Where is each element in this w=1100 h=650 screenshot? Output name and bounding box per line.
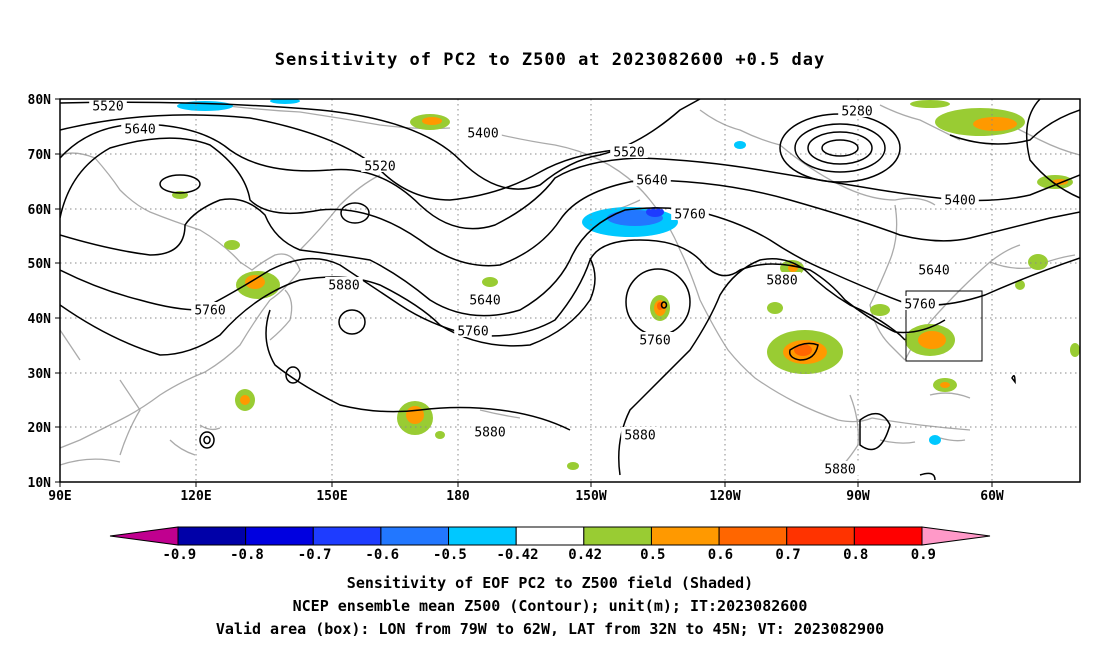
colorbar-label: -0.7	[298, 547, 332, 563]
contour-label: 5880	[474, 426, 505, 441]
contour-label-bg	[636, 332, 674, 346]
z500-contours	[60, 99, 1080, 481]
colorbar-label: -0.42	[496, 547, 538, 563]
colorbar-under-arrow	[109, 526, 179, 546]
lat-label: 40N	[28, 312, 52, 327]
colorbar-box	[786, 526, 855, 546]
colorbar-label: 0.7	[775, 547, 800, 563]
colorbar-label: 0.5	[640, 547, 665, 563]
colorbar: -0.9 -0.8 -0.7 -0.6 -0.5 -0.42 0.42 0.5 0.6 0.7 0.…	[109, 526, 991, 563]
contour-label-bg	[901, 296, 939, 310]
contour-label: 5760	[639, 334, 670, 349]
contour-label: 5640	[124, 123, 155, 138]
colorbar-box	[448, 526, 517, 546]
contour-label: 5400	[944, 194, 975, 209]
contour-label-bg	[633, 172, 671, 186]
contour-label-bg	[763, 272, 801, 286]
colorbar-label: -0.8	[230, 547, 264, 563]
lat-label: 30N	[28, 367, 52, 382]
contour-label: 5520	[92, 100, 123, 115]
contour-label: 5880	[624, 429, 655, 444]
contour-label: 5880	[824, 463, 855, 478]
lat-label: 10N	[28, 476, 52, 491]
longitude-labels: 90E 120E 150E 180 150W 120W 90W 60W	[48, 489, 1004, 504]
contour-label-bg	[191, 302, 229, 316]
plot-frame	[59, 98, 1081, 483]
contour-label: 5280	[841, 105, 872, 120]
lon-label: 60W	[980, 489, 1004, 504]
contour-label: 5760	[674, 208, 705, 223]
colorbar-label: 0.9	[911, 547, 936, 563]
colorbar-box	[177, 526, 247, 546]
coastlines	[60, 104, 1080, 473]
contour-label: 5880	[766, 274, 797, 289]
lat-label: 60N	[28, 203, 52, 218]
valid-area-box	[905, 290, 983, 362]
colorbar-label: -0.9	[162, 547, 196, 563]
contour-label: 5400	[467, 127, 498, 142]
contour-label: 5760	[194, 304, 225, 319]
map-title: Sensitivity of PC2 to Z500 at 2023082600…	[274, 50, 826, 70]
contour-label-bg	[610, 144, 648, 158]
contour-label-bg	[671, 206, 709, 220]
contour-label-bg	[121, 121, 159, 135]
contour-label-bg	[89, 99, 127, 112]
colorbar-box	[380, 526, 450, 546]
lat-label: 20N	[28, 421, 52, 436]
contour-label: 5880	[328, 279, 359, 294]
contour-label-bg	[454, 323, 492, 337]
contour-label: 5520	[613, 146, 644, 161]
contour-label-bg	[466, 292, 504, 306]
contour-label-bg	[325, 277, 363, 291]
caption-contour: NCEP ensemble mean Z500 (Contour); unit(…	[292, 597, 808, 615]
colorbar-over-arrow	[921, 526, 991, 546]
colorbar-label: 0.8	[843, 547, 868, 563]
contour-label-bg	[915, 262, 953, 276]
contour-label-bg	[471, 424, 509, 438]
colorbar-box	[583, 526, 652, 546]
lon-label: 90W	[846, 489, 870, 504]
contour-label-bg	[821, 461, 859, 475]
colorbar-box	[515, 526, 585, 546]
colorbar-box	[312, 526, 382, 546]
colorbar-label: 0.42	[568, 547, 602, 563]
contour-label-bg	[838, 103, 876, 117]
colorbar-label: -0.6	[365, 547, 399, 563]
colorbar-box	[853, 526, 923, 546]
contour-label: 5640	[469, 294, 500, 309]
lat-label: 50N	[28, 257, 52, 272]
lon-label: 150E	[316, 489, 347, 504]
caption-shaded: Sensitivity of EOF PC2 to Z500 field (Sh…	[346, 574, 754, 592]
axis-ticks	[55, 98, 993, 487]
lon-label: 120E	[180, 489, 211, 504]
contour-label-bg	[621, 427, 659, 441]
contour-label: 5640	[918, 264, 949, 279]
colorbar-label: 0.6	[708, 547, 733, 563]
lon-label: 90E	[48, 489, 71, 504]
colorbar-label: -0.5	[433, 547, 467, 563]
lon-label: 120W	[709, 489, 740, 504]
colorbar-box	[650, 526, 720, 546]
lat-label: 80N	[28, 93, 52, 108]
contour-label: 5760	[457, 325, 488, 340]
contour-label-bg	[464, 125, 502, 139]
contour-label: 5760	[904, 298, 935, 313]
contour-label: 5640	[636, 174, 667, 189]
colorbar-box	[245, 526, 314, 546]
contour-label: 5520	[364, 160, 395, 175]
lon-label: 180	[446, 489, 470, 504]
contour-label-bg	[361, 158, 399, 172]
lat-label: 70N	[28, 148, 52, 163]
contour-label-bg	[941, 192, 979, 206]
lon-label: 150W	[575, 489, 606, 504]
caption-valid-area: Valid area (box): LON from 79W to 62W, L…	[215, 620, 885, 638]
colorbar-box	[718, 526, 788, 546]
latitude-labels: 80N 70N 60N 50N 40N 30N 20N 10N	[28, 93, 52, 491]
